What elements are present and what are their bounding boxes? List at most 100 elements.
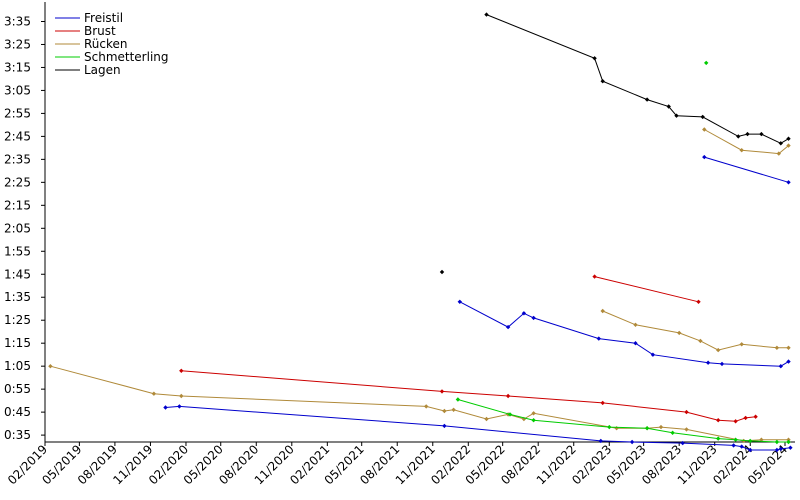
series-line — [165, 405, 791, 451]
series-line — [602, 310, 789, 351]
series-brust — [179, 274, 758, 424]
data-point — [179, 368, 184, 373]
data-point — [600, 400, 605, 406]
data-point — [774, 439, 780, 445]
series-line — [594, 276, 699, 303]
data-point — [733, 437, 738, 442]
data-point — [600, 308, 605, 314]
data-point — [455, 397, 461, 402]
y-tick-label: 2:15 — [4, 198, 31, 212]
data-point — [748, 447, 753, 453]
y-tick-label: 1:15 — [4, 336, 31, 350]
y-tick-label: 3:25 — [4, 37, 31, 51]
data-point — [759, 437, 764, 442]
data-point — [786, 439, 791, 445]
data-point — [739, 148, 744, 153]
series-freistil — [163, 154, 793, 453]
data-point — [650, 352, 656, 357]
data-point — [633, 322, 638, 327]
y-tick-label: 3:05 — [4, 83, 31, 97]
data-point — [745, 131, 750, 137]
data-point — [592, 274, 597, 279]
data-point — [674, 113, 679, 118]
y-axis: 0:35 0:45 0:55 1:05 1:15 1:25 1:35 1:45 1:55 2:05… — [4, 2, 46, 442]
data-point — [748, 438, 753, 444]
data-point — [705, 360, 711, 365]
data-point — [680, 440, 685, 446]
data-point — [696, 299, 701, 304]
data-point — [774, 447, 780, 453]
data-point — [179, 393, 184, 399]
legend-label: Rücken — [84, 37, 128, 51]
series-line — [459, 301, 789, 367]
data-point — [786, 136, 791, 141]
data-point — [507, 412, 513, 417]
data-point — [484, 12, 489, 17]
data-point — [531, 411, 536, 416]
data-point — [600, 79, 605, 84]
data-point — [704, 60, 709, 66]
legend-label: Schmetterling — [84, 50, 169, 64]
plot-area — [48, 12, 793, 453]
data-point — [774, 345, 780, 350]
y-tick-label: 1:35 — [4, 290, 31, 304]
data-point — [698, 338, 703, 344]
y-tick-label: 0:35 — [4, 428, 31, 442]
data-point — [658, 424, 664, 430]
x-axis: 02/201905/201908/201911/201902/202005/20… — [5, 441, 795, 487]
series-line — [704, 156, 789, 183]
y-tick-label: 1:55 — [4, 244, 31, 258]
data-point — [48, 364, 53, 369]
data-point — [753, 414, 758, 419]
legend-label: Brust — [84, 24, 116, 38]
series-line — [704, 129, 789, 155]
data-point — [776, 151, 781, 156]
data-point — [684, 409, 689, 415]
y-tick-label: 2:35 — [4, 152, 31, 166]
data-point — [521, 311, 527, 316]
y-tick-label: 2:05 — [4, 221, 31, 235]
data-point — [666, 104, 671, 109]
series-line — [486, 14, 789, 144]
series-rcken — [48, 127, 791, 444]
data-point — [644, 97, 650, 102]
data-point — [759, 131, 764, 137]
data-point — [684, 427, 689, 432]
data-point — [151, 391, 157, 396]
data-point — [702, 154, 707, 160]
data-point — [778, 364, 783, 369]
data-point — [505, 393, 511, 399]
legend-label: Freistil — [84, 11, 123, 25]
data-point — [442, 408, 447, 414]
y-tick-label: 0:55 — [4, 382, 31, 396]
data-point — [778, 446, 783, 452]
data-point — [786, 345, 791, 350]
data-point — [786, 143, 791, 148]
data-point — [788, 445, 793, 450]
data-point — [505, 324, 511, 330]
data-point — [439, 269, 445, 275]
y-tick-label: 2:55 — [4, 106, 31, 120]
data-point — [677, 330, 682, 336]
data-point — [716, 418, 721, 423]
data-point — [457, 299, 462, 304]
data-point — [163, 405, 168, 410]
data-point — [716, 347, 721, 353]
data-point — [786, 437, 791, 442]
data-point — [716, 436, 721, 441]
data-point — [424, 404, 429, 409]
data-point — [614, 426, 619, 431]
y-tick-label: 0:45 — [4, 405, 31, 419]
data-point — [644, 426, 650, 431]
data-point — [531, 315, 536, 321]
series-line — [50, 365, 789, 442]
data-point — [598, 438, 603, 444]
data-point — [778, 141, 783, 146]
data-point — [700, 114, 705, 120]
data-point — [786, 359, 791, 364]
data-point — [702, 127, 707, 132]
data-point — [743, 415, 748, 421]
data-point — [439, 389, 445, 394]
data-point — [736, 134, 741, 139]
